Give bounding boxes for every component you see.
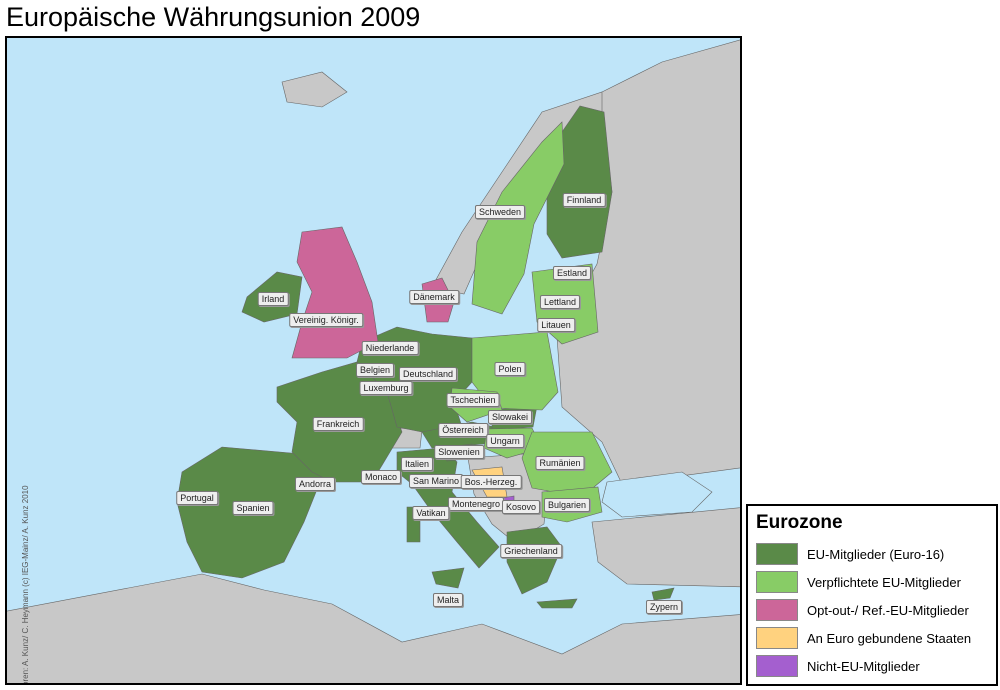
legend-item-noneu: Nicht-EU-Mitglieder (756, 652, 988, 680)
label-bosnien: Bos.-Herzeg. (460, 475, 522, 489)
label-belgien: Belgien (355, 363, 395, 377)
label-niederlande: Niederlande (361, 341, 419, 355)
label-slowenien: Slowenien (434, 445, 484, 459)
map-title: Europäische Währungsunion 2009 (6, 2, 421, 32)
label-estland: Estland (552, 266, 592, 280)
legend-item-committed: Verpflichtete EU-Mitglieder (756, 568, 988, 596)
label-finnland: Finnland (562, 193, 606, 207)
legend-label: Opt-out-/ Ref.-EU-Mitglieder (807, 602, 969, 618)
legend-swatch (756, 599, 798, 621)
label-rumaenien: Rumänien (535, 456, 585, 470)
credit: Autoren: A. Kunz/ C. Heymann (c) IEG-Mai… (21, 485, 30, 685)
label-andorra: Andorra (294, 477, 336, 491)
label-lettland: Lettland (539, 295, 581, 309)
iceland (281, 71, 348, 108)
map: Autoren: A. Kunz/ C. Heymann (c) IEG-Mai… (5, 36, 742, 685)
label-portugal: Portugal (176, 491, 218, 505)
label-italien: Italien (400, 457, 434, 471)
legend-label: Nicht-EU-Mitglieder (807, 658, 920, 674)
legend-item-pegged: An Euro gebundene Staaten (756, 624, 988, 652)
label-zypern: Zypern (645, 600, 683, 614)
russia-black-sea (601, 471, 713, 518)
legend-label: An Euro gebundene Staaten (807, 630, 972, 646)
label-deutschland: Deutschland (398, 367, 458, 381)
label-tschechien: Tschechien (446, 393, 500, 407)
label-monaco: Monaco (360, 470, 402, 484)
label-montenegro: Montenegro (447, 497, 505, 511)
legend-title: Eurozone (756, 512, 843, 533)
label-san-marino: San Marino (408, 474, 464, 488)
label-spanien: Spanien (232, 501, 274, 515)
label-irland: Irland (257, 292, 289, 306)
label-bulgarien: Bulgarien (543, 498, 591, 512)
land-grey (7, 39, 740, 683)
greece (506, 526, 563, 595)
crete (536, 598, 578, 609)
legend: Eurozone EU-Mitglieder (Euro-16) Verpfli… (746, 504, 998, 686)
legend-label: Verpflichtete EU-Mitglieder (807, 574, 961, 590)
label-ungarn: Ungarn (486, 434, 524, 448)
legend-swatch (756, 571, 798, 593)
legend-item-euro16: EU-Mitglieder (Euro-16) (756, 540, 988, 568)
label-slowakei: Slowakei (487, 410, 533, 424)
sicily (431, 567, 465, 589)
legend-swatch (756, 655, 798, 677)
turkey (591, 507, 740, 588)
label-uk: Vereinig. Königr. (289, 313, 363, 327)
label-daenemark: Dänemark (409, 290, 459, 304)
label-schweden: Schweden (474, 205, 526, 219)
label-vatikan: Vatikan (412, 506, 450, 520)
africa (7, 573, 740, 683)
label-malta: Malta (432, 593, 464, 607)
label-litauen: Litauen (537, 318, 575, 332)
legend-label: EU-Mitglieder (Euro-16) (807, 546, 945, 562)
cyprus (651, 587, 675, 601)
legend-swatch (756, 627, 798, 649)
united-kingdom (291, 226, 379, 359)
label-polen: Polen (494, 362, 526, 376)
label-luxemburg: Luxemburg (359, 381, 413, 395)
label-frankreich: Frankreich (312, 417, 364, 431)
label-oesterreich: Österreich (438, 423, 488, 437)
legend-item-optout: Opt-out-/ Ref.-EU-Mitglieder (756, 596, 988, 624)
label-kosovo: Kosovo (501, 500, 541, 514)
legend-swatch (756, 543, 798, 565)
map-svg (7, 39, 740, 683)
label-griechenland: Griechenland (500, 544, 562, 558)
